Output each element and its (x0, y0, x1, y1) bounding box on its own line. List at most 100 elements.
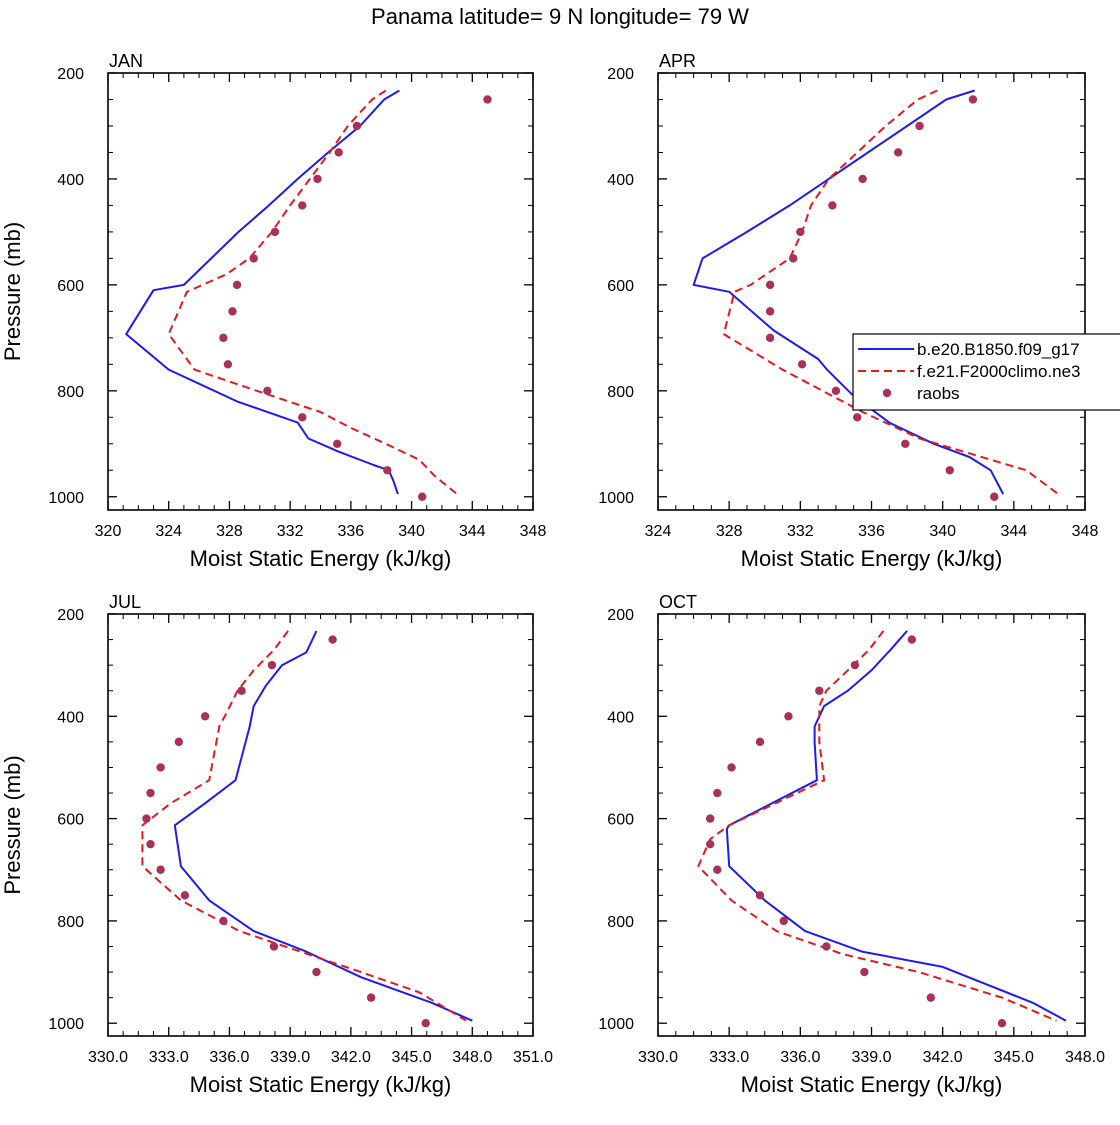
raobs-point (828, 201, 837, 210)
x-tick-label: 345.0 (392, 1049, 432, 1066)
raobs-point (990, 492, 999, 501)
x-tick-label: 328 (216, 523, 243, 540)
raobs-point (893, 148, 903, 157)
raobs-point (727, 763, 736, 772)
raobs-point (713, 788, 722, 798)
raobs-point (765, 307, 775, 316)
x-tick-label: 336 (338, 523, 365, 540)
y-tick-label: 800 (57, 384, 84, 401)
raobs-point (146, 839, 155, 849)
y-tick-label: 1000 (48, 490, 84, 507)
legend-label: f.e21.F2000climo.ne3 (917, 362, 1081, 381)
x-tick-label: 339.0 (851, 1049, 891, 1066)
plot-frame (657, 613, 1086, 1037)
y-axis-label: Pressure (mb) (0, 755, 25, 894)
raobs-point (796, 227, 805, 237)
raobs-point (417, 492, 427, 501)
x-axis-label: Moist Static Energy (kJ/kg) (190, 1072, 452, 1097)
legend-label: raobs (917, 384, 960, 403)
x-tick-label: 348 (1072, 523, 1099, 540)
y-tick-label: 200 (57, 66, 84, 83)
panel-jan: 320 324 328 332 336 340 344 348 200 400 600 800 1000… (0, 51, 546, 571)
x-tick-label: 345.0 (994, 1049, 1034, 1066)
raobs-point (822, 942, 831, 951)
raobs-point (263, 386, 272, 396)
y-tick-label: 800 (607, 384, 634, 401)
raobs-point (174, 737, 184, 747)
x-tick-label: 330.0 (638, 1049, 678, 1066)
y-tick-label: 200 (607, 66, 634, 83)
x-tick-label: 340 (398, 523, 425, 540)
y-tick-label: 400 (607, 709, 634, 726)
legend-marker-raobs (882, 388, 892, 398)
x-tick-label: 348.0 (1065, 1049, 1105, 1066)
raobs-point (249, 254, 258, 263)
raobs-point (797, 360, 807, 369)
raobs-point (267, 660, 277, 670)
y-tick-label: 400 (57, 172, 84, 189)
series-line-b-e20 (725, 630, 1067, 1022)
raobs-point (853, 413, 862, 422)
y-tick-label: 1000 (598, 1016, 634, 1033)
raobs-point (332, 439, 342, 448)
y-tick-label: 200 (57, 607, 84, 624)
legend-label: b.e20.B1850.f09_g17 (917, 340, 1080, 359)
raobs-point (383, 466, 392, 475)
x-tick-label: 344 (459, 523, 486, 540)
raobs-point (298, 413, 307, 422)
series-line-f-e21 (697, 630, 1057, 1022)
y-tick-label: 200 (607, 607, 634, 624)
y-tick-label: 800 (607, 914, 634, 931)
raobs-point (858, 174, 867, 184)
raobs-point (907, 635, 917, 644)
panel-oct: 330.0 333.0 336.0 339.0 342.0 345.0 348.0 200 40… (598, 592, 1105, 1097)
raobs-point (328, 635, 337, 644)
raobs-point (421, 1019, 430, 1028)
raobs-point (815, 686, 824, 695)
x-tick-label: 351.0 (513, 1049, 553, 1066)
raobs-point (483, 95, 492, 104)
series-line-f-e21 (141, 630, 467, 1022)
x-tick-label: 342.0 (923, 1049, 963, 1066)
raobs-point (298, 201, 307, 210)
raobs-point (926, 993, 936, 1002)
raobs-point (269, 942, 279, 951)
series-group (697, 630, 1067, 1028)
x-tick-label: 344 (1000, 523, 1027, 540)
raobs-point (860, 967, 869, 977)
y-tick-label: 600 (607, 278, 634, 295)
x-tick-label: 336.0 (209, 1049, 249, 1066)
series-line-b-e20 (125, 89, 400, 495)
y-tick-label: 1000 (598, 490, 634, 507)
raobs-point (313, 174, 322, 184)
raobs-point (334, 148, 343, 157)
x-tick-label: 330.0 (88, 1049, 128, 1066)
series-line-b-e20 (692, 89, 1005, 495)
raobs-point (180, 891, 190, 900)
x-tick-label: 336 (858, 523, 885, 540)
raobs-point (945, 466, 954, 475)
x-tick-label: 333.0 (149, 1049, 189, 1066)
raobs-point (713, 865, 722, 874)
raobs-point (352, 121, 362, 131)
x-tick-label: 332 (277, 523, 304, 540)
series-group (141, 630, 473, 1028)
x-tick-label: 320 (95, 523, 122, 540)
raobs-point (755, 737, 765, 747)
panel-title: JUL (109, 592, 141, 612)
y-tick-label: 800 (57, 914, 84, 931)
series-line-f-e21 (167, 89, 458, 495)
series-group (125, 89, 492, 501)
panel-title: APR (659, 51, 696, 71)
raobs-point (755, 891, 765, 900)
y-tick-label: 600 (607, 812, 634, 829)
y-tick-label: 600 (57, 812, 84, 829)
series-line-b-e20 (173, 630, 473, 1022)
raobs-point (146, 788, 155, 798)
x-tick-label: 342.0 (331, 1049, 371, 1066)
raobs-point (219, 916, 228, 926)
y-tick-label: 400 (57, 709, 84, 726)
raobs-point (200, 712, 210, 721)
raobs-point (850, 660, 860, 670)
